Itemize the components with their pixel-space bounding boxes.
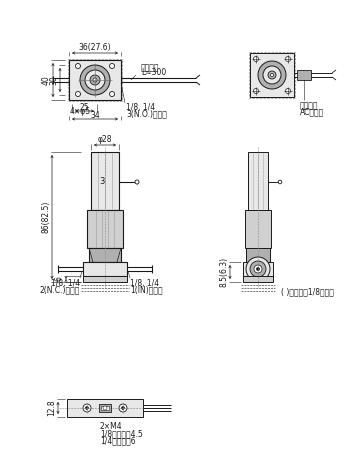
Bar — [250, 53, 294, 97]
Circle shape — [254, 265, 262, 273]
Circle shape — [135, 180, 139, 184]
Bar — [69, 60, 121, 100]
Bar — [101, 406, 109, 410]
Text: 1/8, 1/4: 1/8, 1/4 — [126, 103, 155, 112]
Text: 1/8, 1/4: 1/8, 1/4 — [130, 279, 159, 288]
Bar — [248, 152, 268, 210]
Circle shape — [90, 75, 100, 85]
Bar — [67, 399, 143, 417]
Bar — [68, 59, 122, 101]
Circle shape — [83, 404, 91, 412]
Circle shape — [85, 406, 89, 410]
Text: 6: 6 — [55, 277, 64, 281]
Circle shape — [80, 65, 110, 95]
Text: ACタイプ: ACタイプ — [300, 107, 324, 116]
Text: 3: 3 — [99, 177, 105, 185]
Text: 2(N.C.)ボート: 2(N.C.)ボート — [40, 285, 80, 294]
Bar — [87, 210, 123, 248]
Circle shape — [278, 180, 282, 184]
Bar — [297, 70, 311, 80]
Text: 1/8, 1/4: 1/8, 1/4 — [51, 279, 80, 288]
Circle shape — [246, 257, 270, 281]
Circle shape — [110, 92, 114, 96]
Circle shape — [250, 261, 266, 277]
Circle shape — [253, 89, 259, 93]
Circle shape — [119, 404, 127, 412]
Bar — [99, 404, 111, 412]
Circle shape — [110, 64, 114, 68]
Text: 2×M4: 2×M4 — [100, 422, 122, 431]
Text: 1(IN)ボート: 1(IN)ボート — [130, 285, 163, 294]
Circle shape — [76, 64, 80, 68]
Circle shape — [258, 61, 286, 89]
Text: L≈300: L≈300 — [141, 68, 166, 77]
Circle shape — [76, 92, 80, 96]
Text: φ28: φ28 — [98, 135, 112, 144]
Text: リード線: リード線 — [141, 63, 160, 72]
Circle shape — [103, 406, 107, 410]
Circle shape — [286, 57, 290, 61]
Text: 1/8：ねじ深4.5: 1/8：ねじ深4.5 — [100, 429, 143, 438]
Circle shape — [121, 406, 125, 410]
Bar — [249, 52, 295, 98]
Bar — [243, 276, 273, 282]
Text: 40: 40 — [42, 75, 51, 85]
Circle shape — [85, 70, 105, 90]
Text: 30: 30 — [49, 75, 58, 85]
Text: 34: 34 — [90, 111, 100, 120]
Bar — [91, 152, 119, 210]
Text: 整流素子: 整流素子 — [300, 101, 318, 110]
Text: 3(N.O.)ボート: 3(N.O.)ボート — [126, 109, 167, 118]
Circle shape — [93, 78, 97, 82]
Text: ( )内寸法は1/8を示す: ( )内寸法は1/8を示す — [281, 287, 334, 296]
Circle shape — [253, 57, 259, 61]
Bar — [89, 248, 121, 262]
Text: 25: 25 — [80, 103, 89, 112]
Bar — [246, 248, 270, 262]
Text: 8.5(6.3): 8.5(6.3) — [219, 257, 228, 287]
Text: 1/4：ねじ深6: 1/4：ねじ深6 — [100, 436, 136, 445]
Circle shape — [263, 66, 281, 84]
Circle shape — [271, 74, 273, 76]
Text: 4×φ5: 4×φ5 — [70, 107, 91, 116]
Text: 12.8: 12.8 — [47, 400, 56, 416]
Bar — [83, 276, 127, 282]
Bar — [83, 262, 127, 276]
Circle shape — [268, 71, 276, 79]
Text: 36(27.6): 36(27.6) — [79, 43, 111, 52]
Bar — [243, 262, 273, 276]
Text: 86(82.5): 86(82.5) — [41, 201, 50, 233]
Circle shape — [286, 89, 290, 93]
Bar — [245, 210, 271, 248]
Circle shape — [257, 268, 259, 270]
